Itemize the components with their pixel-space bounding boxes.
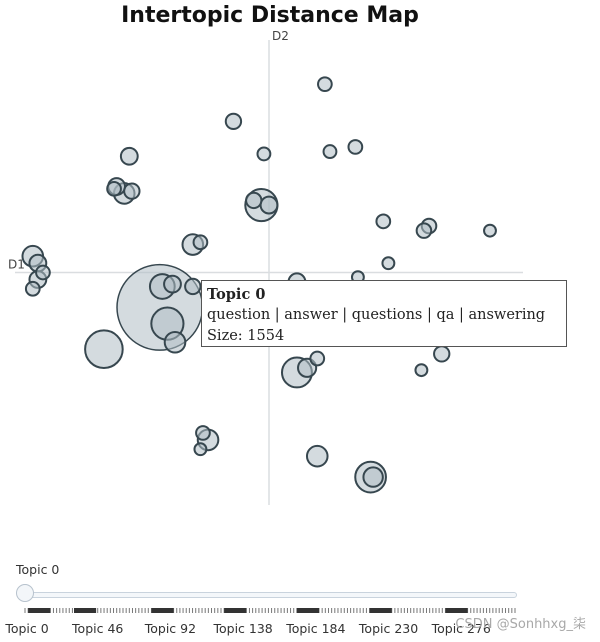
topic-bubble[interactable]	[193, 442, 208, 457]
topic-slider-handle[interactable]	[16, 584, 34, 602]
slider-tick-label[interactable]: Topic 184	[286, 621, 346, 636]
tooltip-title: Topic 0	[207, 286, 266, 303]
topic-bubble[interactable]	[245, 191, 263, 210]
slider-major-segment	[296, 608, 319, 613]
topic-bubble[interactable]	[163, 330, 187, 354]
topic-bubble[interactable]	[375, 213, 392, 230]
slider-tick-bar	[24, 608, 516, 613]
topic-bubble[interactable]	[259, 195, 279, 215]
slider-tick-label[interactable]: Topic 230	[358, 621, 419, 636]
bubbles-group	[21, 76, 497, 494]
axis-d1-label: D1	[8, 258, 25, 272]
topic-bubble[interactable]	[35, 264, 51, 281]
topic-bubble[interactable]	[414, 363, 429, 378]
topic-bubble[interactable]	[317, 76, 333, 93]
slider-current-label: Topic 0	[16, 562, 60, 577]
slider-major-segment	[28, 608, 51, 613]
topic-bubble[interactable]	[123, 182, 141, 200]
topic-bubble[interactable]	[224, 112, 243, 131]
axis-d2-label: D2	[272, 29, 289, 43]
slider-tick-label[interactable]: Topic 0	[5, 621, 49, 636]
topic-bubble[interactable]	[84, 329, 124, 370]
chart-title: Intertopic Distance Map	[121, 3, 419, 28]
topic-bubble[interactable]	[305, 444, 329, 468]
slider-tick-label[interactable]: Topic 276	[431, 621, 491, 636]
slider-tick-label[interactable]: Topic 46	[72, 621, 124, 636]
topic-bubble[interactable]	[433, 345, 451, 363]
tooltip-size: Size: 1554	[207, 328, 285, 344]
slider-tick-label[interactable]: Topic 92	[144, 621, 197, 636]
slider-major-segment	[74, 608, 97, 613]
topic-bubble[interactable]	[163, 274, 182, 294]
topic-bubble[interactable]	[195, 425, 211, 441]
topic-bubble[interactable]	[483, 223, 497, 238]
topic-bubble[interactable]	[192, 234, 209, 251]
hover-tooltip: Topic 0 question | answer | questions | …	[201, 280, 567, 347]
topic-bubble[interactable]	[309, 350, 326, 367]
topic-bubble[interactable]	[184, 277, 202, 296]
slider-major-segment	[151, 608, 174, 613]
watermark: CSDN @Sonhhxg_柒	[455, 617, 586, 632]
slider-major-segment	[369, 608, 392, 613]
slider-tick-label[interactable]: Topic 138	[213, 621, 273, 636]
slider-major-segment	[445, 608, 468, 613]
intertopic-distance-map: Intertopic Distance Map D1 D2	[8, 3, 523, 505]
topic-bubble[interactable]	[347, 139, 364, 155]
topic-bubble[interactable]	[362, 466, 384, 488]
topic-bubble[interactable]	[415, 222, 433, 239]
tooltip-words: question | answer | questions | qa | ans…	[207, 307, 546, 323]
topic-bubble[interactable]	[119, 146, 139, 166]
topic-bubble[interactable]	[24, 280, 41, 297]
topic-bubble[interactable]	[256, 146, 272, 162]
topic-bubble[interactable]	[322, 144, 338, 160]
topic-slider-track[interactable]	[25, 592, 517, 598]
topic-bubble[interactable]	[381, 256, 396, 271]
slider-major-segment	[224, 608, 247, 613]
topic-bubble[interactable]	[106, 180, 122, 197]
